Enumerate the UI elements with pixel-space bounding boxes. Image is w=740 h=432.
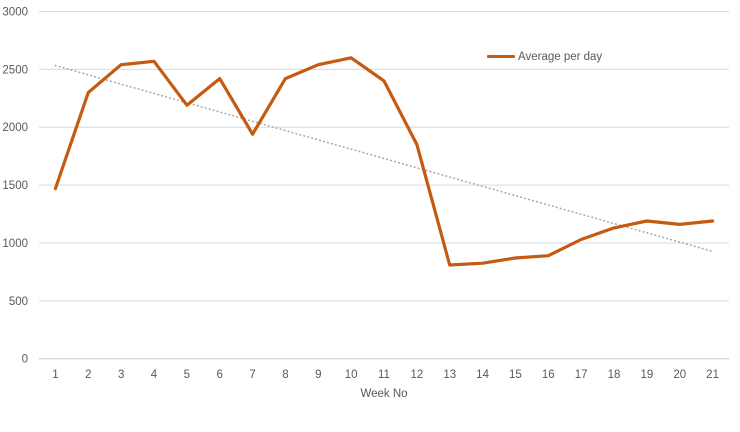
x-tick-label: 15 bbox=[509, 369, 522, 381]
x-tick-label: 9 bbox=[315, 369, 321, 381]
x-tick-label: 17 bbox=[575, 369, 588, 381]
x-tick-label: 18 bbox=[608, 369, 621, 381]
y-tick-label: 2000 bbox=[2, 122, 28, 134]
legend-line-swatch bbox=[487, 55, 515, 58]
x-tick-label: 7 bbox=[249, 369, 255, 381]
x-tick-label: 11 bbox=[378, 369, 390, 381]
y-tick-label: 0 bbox=[22, 354, 28, 366]
y-tick-label: 2500 bbox=[2, 64, 28, 76]
x-tick-label: 6 bbox=[217, 369, 223, 381]
y-tick-label: 3000 bbox=[2, 7, 28, 19]
series-line-average-per-day[interactable] bbox=[53, 56, 715, 267]
x-tick-label: 4 bbox=[151, 369, 158, 381]
x-tick-label: 13 bbox=[443, 369, 456, 381]
x-tick-label: 2 bbox=[85, 369, 91, 381]
legend-label: Average per day bbox=[518, 50, 603, 63]
x-tick-label: 8 bbox=[282, 369, 288, 381]
x-tick-label: 21 bbox=[706, 369, 719, 381]
trendline[interactable] bbox=[54, 64, 714, 253]
x-tick-label: 3 bbox=[118, 369, 124, 381]
x-tick-label: 20 bbox=[673, 369, 686, 381]
x-tick-label: 1 bbox=[52, 369, 58, 381]
y-tick-label: 1000 bbox=[2, 238, 28, 250]
x-tick-label: 16 bbox=[542, 369, 555, 381]
x-tick-label: 10 bbox=[345, 369, 358, 381]
x-tick-label: 5 bbox=[184, 369, 190, 381]
x-tick-label: 12 bbox=[410, 369, 423, 381]
x-tick-label: 14 bbox=[476, 369, 489, 381]
x-tick-label: 19 bbox=[640, 369, 653, 381]
y-tick-label: 500 bbox=[9, 296, 28, 308]
y-tick-label: 1500 bbox=[2, 180, 28, 192]
x-axis-title: Week No bbox=[360, 388, 408, 400]
legend[interactable]: Average per day bbox=[487, 49, 602, 64]
